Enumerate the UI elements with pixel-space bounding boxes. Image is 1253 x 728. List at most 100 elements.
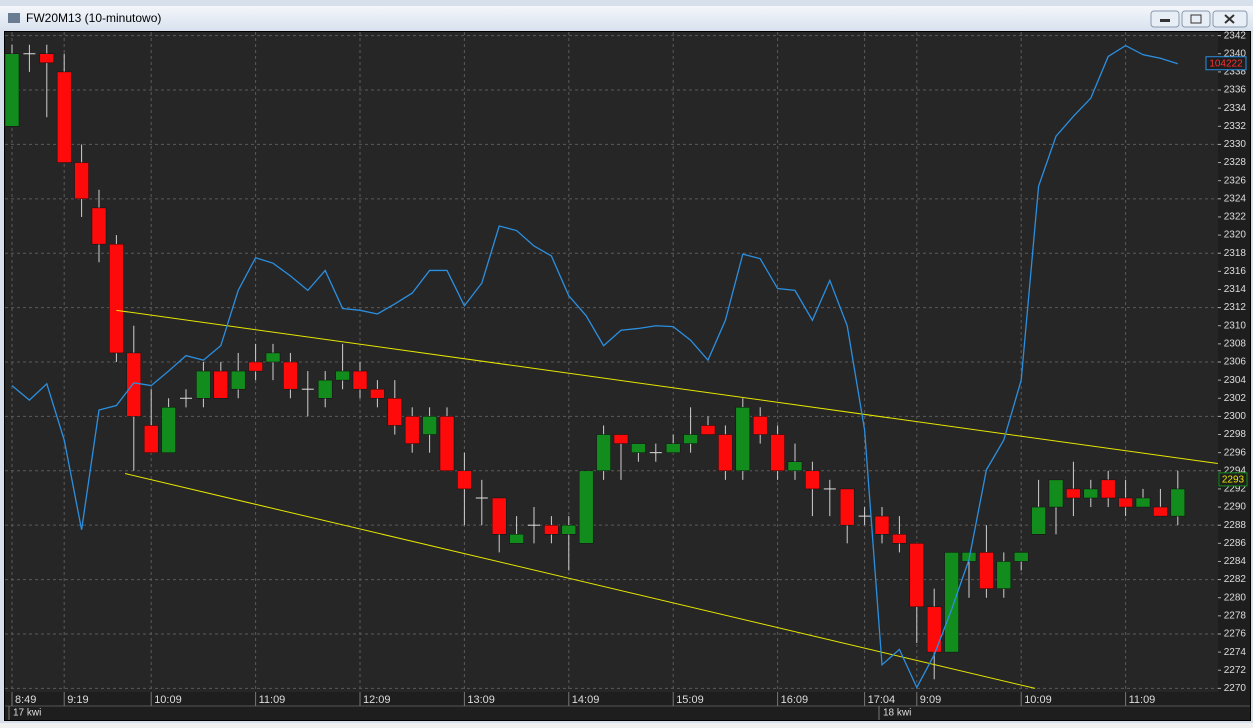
candle-body bbox=[1031, 506, 1046, 535]
indicator-value-box bbox=[1205, 56, 1247, 71]
candle-body bbox=[665, 443, 681, 453]
candle-body bbox=[352, 370, 368, 390]
candle-body bbox=[4, 53, 20, 127]
candle-body bbox=[283, 361, 298, 390]
price-label: 2293 bbox=[1222, 474, 1245, 485]
candle-body bbox=[874, 515, 890, 535]
candle-body bbox=[1048, 479, 1064, 508]
candle-body bbox=[805, 470, 820, 490]
candle-body bbox=[613, 434, 629, 444]
y-tick-label: 2284 bbox=[1224, 556, 1247, 567]
candle-body bbox=[126, 352, 142, 417]
date-label: 17 kwi bbox=[13, 708, 41, 719]
x-tick-label: 15:09 bbox=[676, 694, 704, 706]
candle-body bbox=[544, 524, 559, 535]
candle-body bbox=[422, 416, 437, 435]
y-tick-label: 2336 bbox=[1224, 85, 1247, 96]
y-tick-label: 2326 bbox=[1224, 175, 1247, 186]
candle-body bbox=[457, 470, 472, 490]
x-tick-label: 9:09 bbox=[920, 694, 941, 706]
y-tick-label: 2314 bbox=[1224, 284, 1247, 295]
maximize-button[interactable] bbox=[1181, 10, 1211, 28]
y-tick-label: 2312 bbox=[1224, 302, 1247, 313]
candle-body bbox=[1100, 479, 1116, 499]
y-tick-label: 2280 bbox=[1224, 592, 1247, 603]
y-tick-label: 2270 bbox=[1224, 683, 1247, 694]
title-bar bbox=[0, 6, 1253, 30]
trend-line bbox=[116, 309, 1218, 465]
x-tick-label: 10:09 bbox=[1024, 694, 1052, 706]
y-tick-label: 2286 bbox=[1224, 538, 1247, 549]
x-tick-label: 14:09 bbox=[572, 694, 600, 706]
y-tick-label: 2330 bbox=[1224, 139, 1247, 150]
candle-body bbox=[161, 407, 176, 453]
candle-body bbox=[909, 543, 925, 608]
y-tick-label: 2334 bbox=[1224, 103, 1247, 114]
x-tick-label: 17:04 bbox=[868, 694, 896, 706]
minimize-icon bbox=[1160, 19, 1170, 22]
maximize-icon bbox=[1190, 14, 1202, 24]
candle-body bbox=[596, 434, 611, 472]
indicator-line bbox=[11, 44, 1178, 689]
candle-body bbox=[109, 243, 124, 354]
x-tick-label: 16:09 bbox=[781, 694, 809, 706]
y-axis-area bbox=[1218, 32, 1250, 692]
candle-body bbox=[1066, 488, 1081, 499]
x-tick-label: 9:19 bbox=[67, 694, 88, 706]
candle-body bbox=[770, 434, 785, 472]
x-tick-label: 13:09 bbox=[467, 694, 495, 706]
candle-body bbox=[56, 71, 72, 163]
y-tick-label: 2328 bbox=[1224, 157, 1247, 168]
candle-body bbox=[1118, 497, 1133, 508]
y-tick-label: 2342 bbox=[1224, 30, 1247, 41]
y-tick-label: 2278 bbox=[1224, 610, 1247, 621]
indicator-value-label: 104222 bbox=[1209, 58, 1243, 69]
y-tick-label: 2300 bbox=[1224, 411, 1247, 422]
y-tick-label: 2274 bbox=[1224, 647, 1247, 658]
x-tick-label: 12:09 bbox=[363, 694, 391, 706]
candle-body bbox=[787, 461, 803, 472]
candle-body bbox=[996, 561, 1012, 589]
y-tick-label: 2272 bbox=[1224, 665, 1247, 676]
candle-body bbox=[265, 352, 281, 363]
candle-body bbox=[230, 370, 246, 390]
candle-body bbox=[1083, 488, 1099, 499]
y-tick-label: 2316 bbox=[1224, 266, 1247, 277]
y-tick-label: 2276 bbox=[1224, 629, 1247, 640]
candle-body bbox=[491, 497, 507, 535]
candle-body bbox=[248, 361, 263, 372]
candle-body bbox=[370, 388, 385, 399]
candle-body bbox=[700, 425, 716, 435]
y-tick-label: 2296 bbox=[1224, 447, 1247, 458]
candle-body bbox=[317, 379, 333, 399]
y-tick-label: 2304 bbox=[1224, 375, 1247, 386]
candle-body bbox=[404, 416, 420, 444]
candle-body bbox=[1013, 552, 1029, 562]
x-tick-label: 11:09 bbox=[259, 694, 286, 706]
x-tick-label: 8:49 bbox=[15, 694, 36, 706]
trend-line bbox=[124, 473, 1036, 689]
y-tick-label: 2306 bbox=[1224, 357, 1247, 368]
candle-body bbox=[335, 370, 350, 381]
y-tick-label: 2332 bbox=[1224, 121, 1247, 132]
candle-body bbox=[439, 416, 455, 472]
window-title: FW20M13 (10-minutowo) bbox=[26, 11, 161, 25]
y-tick-label: 2322 bbox=[1224, 212, 1247, 223]
y-tick-label: 2282 bbox=[1224, 574, 1247, 585]
candle-body bbox=[196, 370, 211, 399]
candle-body bbox=[578, 470, 594, 544]
candle-body bbox=[892, 534, 907, 544]
candle-body bbox=[1153, 506, 1168, 517]
candle-body bbox=[735, 407, 751, 472]
candle-body bbox=[926, 606, 942, 653]
candle-body bbox=[509, 534, 524, 544]
candle-body bbox=[631, 443, 646, 453]
date-label: 18 kwi bbox=[883, 708, 911, 719]
y-tick-label: 2298 bbox=[1224, 429, 1247, 440]
y-tick-label: 2288 bbox=[1224, 520, 1247, 531]
y-tick-label: 2302 bbox=[1224, 393, 1247, 404]
x-tick-label: 11:09 bbox=[1129, 694, 1156, 706]
y-tick-label: 2308 bbox=[1224, 339, 1247, 350]
candle-body bbox=[91, 207, 107, 245]
